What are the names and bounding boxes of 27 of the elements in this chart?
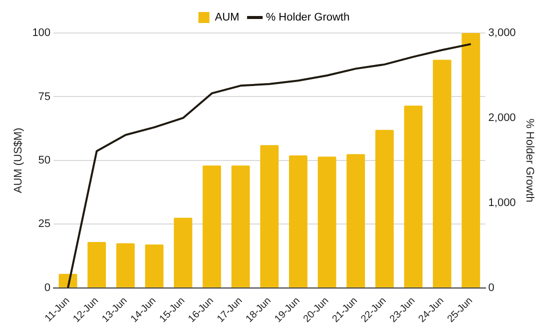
bar xyxy=(288,155,308,288)
y-tick-label: 50 xyxy=(38,154,51,166)
bar xyxy=(174,218,192,288)
legend-label: AUM xyxy=(214,12,240,24)
bar xyxy=(346,154,365,288)
y-tick-label: 25 xyxy=(38,218,51,230)
bar xyxy=(432,60,452,288)
y2-tick-label: 1,000 xyxy=(488,196,516,209)
y2-tick-label: 3,000 xyxy=(488,27,516,40)
y-tick-label: 75 xyxy=(38,90,51,103)
y-tick-label: 0 xyxy=(44,282,51,294)
bar xyxy=(404,106,423,288)
bar xyxy=(375,130,394,288)
bar xyxy=(116,243,135,288)
bar xyxy=(202,166,222,288)
bar xyxy=(318,156,336,288)
y2-axis-title: % Holder Growth xyxy=(523,118,536,202)
y-axis-title: AUM (US$M) xyxy=(12,128,25,194)
y2-tick-label: 2,000 xyxy=(488,112,516,124)
y-tick-label: 100 xyxy=(32,27,51,40)
bar xyxy=(260,145,279,288)
bar xyxy=(231,166,250,288)
bar xyxy=(145,244,164,288)
bar xyxy=(88,242,106,288)
y2-tick-label: 0 xyxy=(488,282,494,294)
legend-label: % Holder Growth xyxy=(266,12,350,24)
bar xyxy=(462,33,480,288)
